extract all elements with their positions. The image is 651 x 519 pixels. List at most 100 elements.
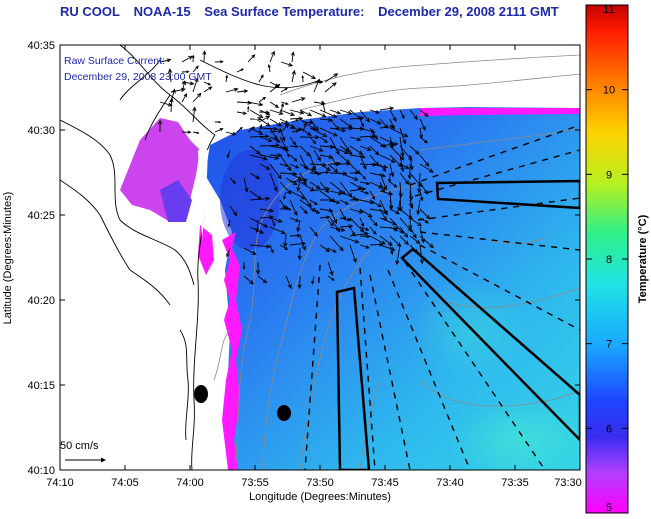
current-vector-icon	[409, 226, 417, 239]
current-vector-icon	[419, 235, 434, 248]
current-vector-icon	[396, 244, 401, 265]
current-vector-icon	[297, 127, 303, 132]
current-vector-icon	[280, 124, 289, 133]
current-vector-icon	[359, 244, 370, 249]
current-vector-icon	[262, 156, 268, 161]
current-vector-icon	[379, 118, 389, 129]
current-vector-icon	[300, 97, 306, 102]
current-vector-icon	[291, 69, 296, 75]
current-vector-icon	[267, 137, 273, 142]
current-vector-icon	[417, 222, 423, 227]
x-tick-label: 73:45	[371, 477, 399, 489]
current-vector-icon	[352, 258, 357, 264]
current-vector-icon	[249, 190, 262, 200]
current-vectors	[157, 50, 434, 290]
current-vector-icon	[333, 168, 339, 173]
current-vector-icon	[332, 249, 337, 253]
current-vector-icon	[274, 155, 280, 160]
current-vector-icon	[389, 109, 397, 122]
current-vector-icon	[159, 101, 172, 107]
current-vector-icon	[229, 205, 238, 216]
current-vector-icon	[298, 116, 304, 121]
current-vector-icon	[311, 163, 315, 172]
title-date: December 29, 2008 2111 GMT	[378, 4, 559, 19]
current-vector-icon	[309, 226, 318, 237]
current-vector-icon	[269, 84, 280, 93]
current-vector-icon	[303, 122, 307, 127]
current-vector-icon	[289, 217, 299, 222]
current-vector-icon	[399, 235, 409, 245]
current-vector-icon	[359, 154, 367, 170]
current-vector-icon	[346, 217, 352, 222]
current-vector-icon	[269, 136, 281, 143]
current-vector-icon	[316, 171, 322, 176]
current-vector-icon	[277, 174, 282, 180]
barrier-beach	[178, 235, 196, 255]
current-vector-icon	[258, 102, 264, 107]
current-vector-icon	[416, 210, 421, 216]
current-vector-icon	[419, 208, 430, 220]
current-vector-icon	[424, 112, 429, 117]
x-tick-label: 73:55	[241, 477, 269, 489]
current-vector-icon	[353, 176, 359, 181]
current-vector-icon	[414, 150, 420, 155]
current-vector-icon	[309, 172, 321, 175]
sst-water-field	[205, 107, 580, 470]
current-vector-icon	[247, 54, 255, 63]
current-vector-icon	[322, 132, 328, 137]
current-vector-icon	[287, 284, 292, 290]
current-vector-icon	[399, 127, 406, 144]
current-vector-icon	[302, 180, 307, 186]
current-vector-icon	[429, 243, 434, 249]
x-axis-label: Longitude (Degrees:Minutes)	[249, 491, 391, 503]
current-vector-icon	[345, 147, 350, 153]
current-vector-icon	[279, 145, 289, 152]
current-vector-icon	[318, 147, 324, 152]
current-vector-icon	[408, 225, 413, 230]
map-title: RU COOL NOAA-15 Sea Surface Temperature:…	[60, 4, 585, 24]
current-vector-icon	[269, 51, 275, 63]
current-vector-icon	[277, 153, 283, 158]
current-vector-icon	[333, 73, 339, 78]
current-vector-icon	[311, 280, 315, 285]
current-vector-icon	[315, 78, 320, 84]
current-vector-icon	[251, 126, 256, 130]
current-vector-icon	[258, 74, 264, 83]
current-vector-icon	[249, 217, 268, 228]
current-vector-icon	[299, 127, 312, 136]
current-vector-icon	[409, 145, 420, 155]
bathymetry-contours	[213, 54, 580, 470]
current-vector-icon	[285, 177, 297, 185]
colorbar-tick-label: 8	[606, 254, 612, 266]
current-vector-icon	[326, 166, 331, 171]
current-vector-icon	[192, 65, 199, 73]
current-vector-icon	[296, 187, 301, 193]
current-vector-icon	[301, 245, 306, 251]
current-vector-icon	[419, 127, 423, 139]
current-vector-icon	[243, 177, 248, 192]
current-vector-icon	[169, 97, 174, 103]
current-vector-icon	[227, 149, 231, 158]
current-vector-icon	[243, 247, 257, 255]
current-vector-icon	[319, 181, 329, 193]
current-vector-icon	[361, 187, 367, 192]
current-vector-icon	[269, 127, 278, 140]
current-vector-icon	[389, 118, 395, 130]
current-vector-icon	[409, 154, 413, 170]
current-vector-icon	[359, 135, 376, 138]
current-vector-icon	[347, 150, 353, 155]
current-vector-icon	[259, 208, 274, 212]
current-vector-icon	[289, 199, 298, 216]
current-vector-icon	[372, 230, 377, 235]
current-vector-icon	[324, 73, 338, 83]
current-vector-icon	[309, 109, 326, 118]
current-vector-icon	[399, 190, 402, 211]
current-vector-icon	[329, 208, 337, 224]
current-vector-icon	[359, 199, 374, 204]
current-vector-icon	[424, 219, 430, 224]
y-axis-ticks: 40:10 40:15 40:20 40:25 40:30 40:35	[27, 40, 580, 477]
current-vector-icon	[319, 244, 330, 252]
current-vector-icon	[389, 172, 391, 183]
current-vector-icon	[369, 235, 386, 245]
current-vector-icon	[295, 130, 300, 133]
